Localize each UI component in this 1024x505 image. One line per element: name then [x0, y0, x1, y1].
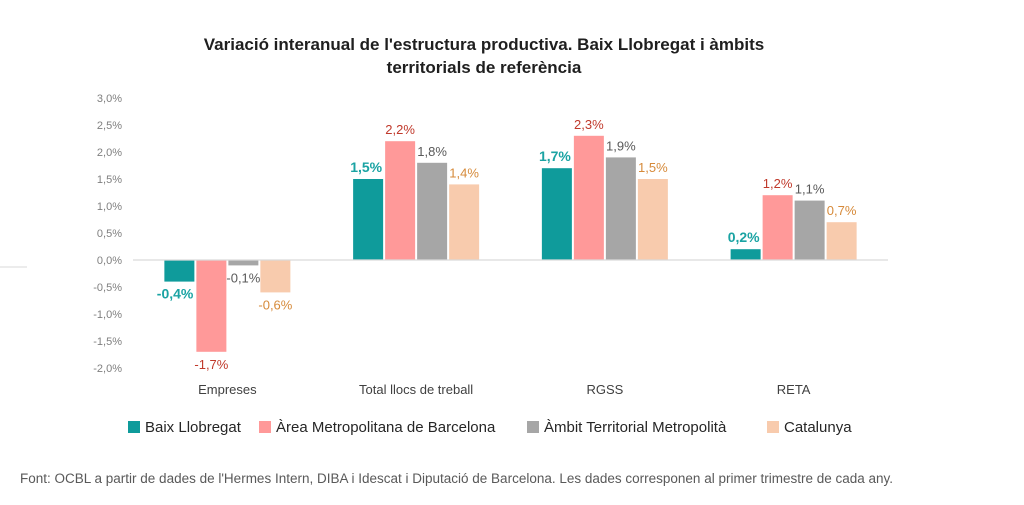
x-tick-label: RETA: [777, 382, 811, 397]
bars: [164, 135, 857, 352]
data-label: 1,9%: [606, 138, 636, 153]
data-label: 1,7%: [539, 148, 571, 164]
y-tick-label: -1,0%: [93, 309, 122, 321]
bar: [605, 157, 636, 260]
bar: [794, 200, 825, 260]
data-label: 1,4%: [449, 165, 479, 180]
data-label: 2,3%: [574, 117, 604, 132]
chart-title-line-2: territorials de referència: [387, 58, 582, 77]
y-tick-label: 0,0%: [97, 255, 122, 267]
data-label: 1,5%: [350, 159, 382, 175]
data-label: 1,5%: [638, 160, 668, 175]
bar: [260, 260, 291, 293]
bar: [637, 179, 668, 260]
data-label: -1,7%: [194, 357, 228, 372]
legend-label: Àrea Metropolitana de Barcelona: [276, 419, 496, 436]
bar: [385, 141, 416, 260]
data-label: 0,7%: [827, 203, 857, 218]
y-tick-label: 1,5%: [97, 174, 122, 186]
legend-swatch: [527, 421, 539, 433]
bar: [541, 168, 572, 260]
source-note: Font: OCBL a partir de dades de l'Hermes…: [20, 471, 894, 486]
data-label: 0,2%: [728, 229, 760, 245]
legend: Baix Llobregat Àrea Metropolitana de Barc…: [128, 419, 852, 436]
y-tick-label: 2,0%: [97, 147, 122, 159]
bar: [573, 135, 604, 260]
y-tick-label: 0,5%: [97, 228, 122, 240]
legend-swatch: [767, 421, 779, 433]
data-label: 1,2%: [763, 176, 793, 191]
bar-chart: Variació interanual de l'estructura prod…: [0, 35, 888, 436]
y-tick-label: -0,5%: [93, 282, 122, 294]
bar: [164, 260, 195, 282]
x-axis: Empreses Total llocs de treball RGSS RETA: [133, 259, 888, 397]
y-tick-label: -1,5%: [93, 336, 122, 348]
chart-title-line-1: Variació interanual de l'estructura prod…: [204, 35, 764, 54]
legend-swatch: [128, 421, 140, 433]
data-label: -0,1%: [226, 270, 260, 285]
x-tick-label: Empreses: [198, 382, 257, 397]
bar: [353, 179, 384, 260]
data-label: -0,4%: [157, 286, 194, 302]
x-tick-label: Total llocs de treball: [359, 382, 473, 397]
bar: [196, 260, 227, 352]
bar: [228, 260, 259, 266]
data-labels: -0,4% -1,7% -0,1% -0,6% 1,5% 2,2%1,8%1,4% 1,7%…: [157, 117, 857, 372]
data-label: -0,6%: [258, 297, 292, 312]
data-label: 1,8%: [417, 144, 447, 159]
y-tick-label: 2,5%: [97, 120, 122, 132]
legend-label: Àmbit Territorial Metropolità: [544, 419, 727, 436]
x-tick-label: RGSS: [586, 382, 623, 397]
y-tick-label: -2,0%: [93, 363, 122, 375]
y-tick-label: 1,0%: [97, 201, 122, 213]
bar: [826, 222, 857, 260]
legend-label: Baix Llobregat: [145, 419, 242, 436]
y-tick-label: 3,0%: [97, 93, 122, 105]
legend-label: Catalunya: [784, 419, 852, 436]
bar: [417, 162, 448, 260]
bar: [762, 195, 793, 260]
y-axis: -2,0% -1,5% -1,0% -0,5% 0,0% 0,5% 1,0% 1,5% 2,0%…: [93, 93, 122, 375]
legend-swatch: [259, 421, 271, 433]
data-label: 1,1%: [795, 182, 825, 197]
data-label: 2,2%: [385, 122, 415, 137]
bar: [730, 249, 761, 260]
bar: [449, 184, 480, 260]
